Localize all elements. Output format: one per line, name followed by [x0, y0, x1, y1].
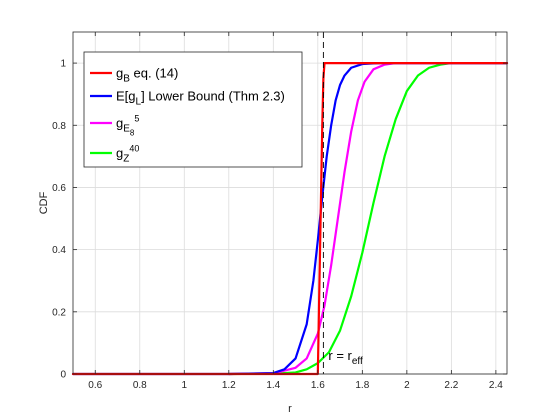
x-tick-label: 1.4 [266, 380, 280, 391]
legend-label-sub: E [123, 124, 130, 135]
reff-line-group: r = reff [322, 32, 363, 374]
x-axis-label: r [288, 403, 292, 415]
legend-label-sup: 5 [134, 114, 139, 124]
series-line-3 [227, 61, 509, 376]
legend-label-sup: 40 [129, 144, 139, 154]
axes-box [72, 31, 508, 375]
y-tick-label: 1 [60, 59, 66, 70]
y-tick-label: 0.8 [52, 121, 66, 132]
legend-label-sub: Z [123, 154, 129, 165]
legend-label-sub: L [136, 97, 142, 108]
reff-annotation: r = reff [328, 348, 363, 367]
x-tick-label: 1.8 [355, 380, 369, 391]
legend-label-main: g [116, 146, 123, 161]
legend-label-rest: ] Lower Bound (Thm 2.3) [141, 89, 285, 104]
series-layer [71, 61, 509, 376]
legend-label-main: g [116, 116, 123, 131]
x-tick-label: 2.2 [444, 380, 458, 391]
y-tick-label: 0 [60, 370, 66, 381]
legend-label-2: gE8 5 [116, 114, 139, 138]
x-tick-label: 1 [182, 380, 188, 391]
series-line-2 [227, 61, 509, 376]
x-tick-label: 1.6 [311, 380, 325, 391]
legend-box [83, 51, 303, 168]
legend: gB eq. (14)E[gL] Lower Bound (Thm 2.3)gE… [83, 51, 303, 168]
legend-label-sub: B [123, 74, 130, 85]
legend-label-subsub: 8 [130, 129, 135, 138]
x-tick-label: 0.6 [88, 380, 102, 391]
legend-label-3: gZ40 [116, 144, 139, 165]
legend-label-main: E[g [116, 89, 136, 104]
legend-label-1: E[gL] Lower Bound (Thm 2.3) [116, 89, 285, 108]
reff-annotation-sub: eff [352, 356, 363, 367]
x-tick-label: 1.2 [222, 380, 236, 391]
y-tick-label: 0.2 [52, 307, 66, 318]
legend-label-0: gB eq. (14) [116, 66, 178, 85]
ticks: 0.6 0.8 1 1.2 1.4 1.6 1.8 2 2.2 2.4 0 0.2 0.4 0.6 0.8 1 [52, 32, 507, 391]
reff-annotation-main: r = r [328, 348, 352, 363]
x-tick-label: 2 [404, 380, 410, 391]
y-axis-label: CDF [38, 191, 50, 214]
x-tick-label: 2.4 [489, 380, 503, 391]
x-tick-label: 0.8 [133, 380, 147, 391]
y-tick-label: 0.6 [52, 183, 66, 194]
series-line-0 [71, 61, 509, 376]
legend-label-main: g [116, 66, 123, 81]
y-tick-label: 0.4 [52, 245, 66, 256]
legend-label-rest: eq. (14) [130, 66, 178, 81]
